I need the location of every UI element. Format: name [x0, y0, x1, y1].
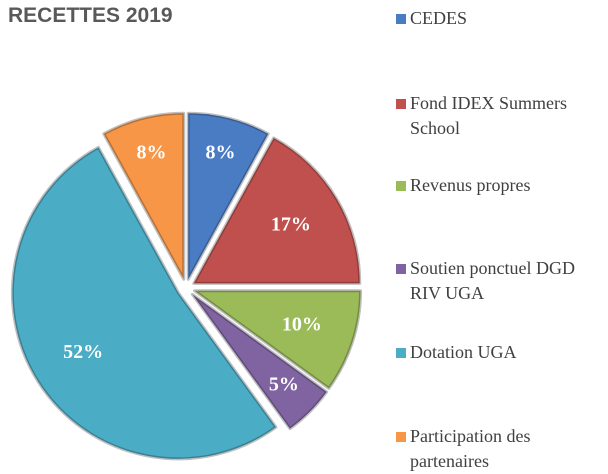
chart-title: RECETTES 2019 [8, 4, 173, 27]
data-label: 52% [63, 341, 103, 363]
legend-label: CEDES [410, 8, 468, 28]
legend-item: Dotation UGA [396, 342, 596, 365]
data-label: 5% [269, 374, 299, 396]
pie-slice [10, 145, 278, 461]
legend-swatch [396, 181, 406, 191]
legend-swatch [396, 264, 406, 274]
legend-swatch [396, 432, 406, 442]
data-label: 8% [205, 141, 235, 163]
pie-slice [192, 136, 362, 285]
legend-item: Participation des partenaires [396, 426, 596, 474]
legend-item: Soutien ponctuel DGD RIV UGA [396, 258, 596, 306]
legend-label: Fond IDEX Summers School [410, 93, 567, 138]
legend-label: Participation des partenaires [410, 426, 531, 471]
legend-swatch [396, 99, 406, 109]
legend-item: CEDES [396, 8, 596, 31]
pie-slice [190, 292, 329, 431]
legend-item: Fond IDEX Summers School [396, 93, 596, 141]
legend-swatch [396, 348, 406, 358]
pie-slice [193, 289, 363, 390]
legend-label: Soutien ponctuel DGD RIV UGA [410, 258, 575, 303]
legend-swatch [396, 14, 406, 24]
data-label: 17% [271, 214, 311, 236]
legend-label: Revenus propres [410, 175, 531, 195]
legend-item: Revenus propres [396, 175, 596, 198]
pie-slice [186, 111, 270, 281]
legend-label: Dotation UGA [410, 342, 517, 362]
data-label: 10% [282, 313, 322, 335]
pie-slice [102, 111, 186, 281]
data-label: 8% [137, 141, 167, 163]
